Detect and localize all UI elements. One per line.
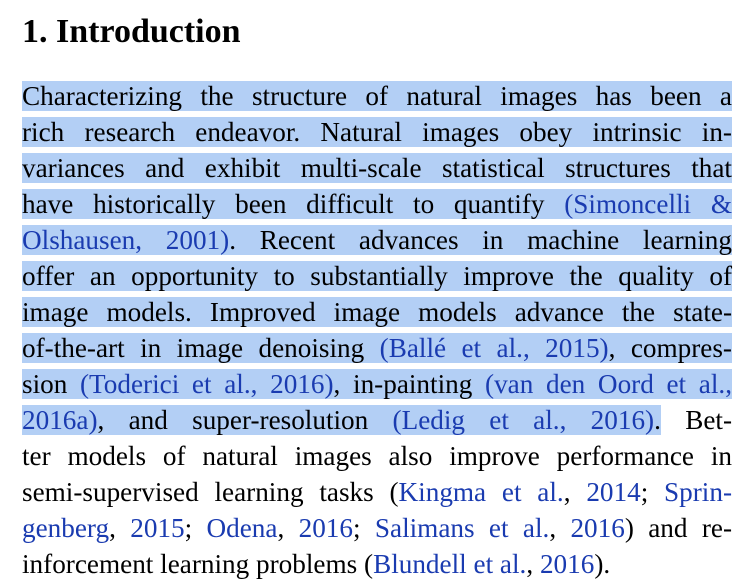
citation-link[interactable]: (van den Oord et al., [485, 369, 732, 399]
citation-link[interactable]: 2015 [130, 513, 185, 543]
text-line: ter models of natural images also improv… [22, 438, 732, 474]
text-segment: variances and exhibit multi-scale statis… [22, 153, 732, 183]
text-segment: , and super-resolution [97, 405, 393, 435]
citation-link[interactable]: (Toderici et al., 2016) [80, 369, 334, 399]
text-segment: image models. Improved image models adva… [22, 297, 732, 327]
text-segment: ) and re- [624, 513, 732, 543]
section-heading: 1. Introduction [22, 12, 241, 52]
section-number: 1. [22, 13, 48, 50]
text-segment: , [549, 513, 571, 543]
citation-link[interactable]: Sprin- [664, 477, 732, 507]
text-line: semi-supervised learning tasks (Kingma e… [22, 474, 732, 510]
text-segment: , [109, 513, 131, 543]
citation-link[interactable]: Olshausen, 2001) [22, 225, 230, 255]
text-segment: , [526, 549, 540, 579]
citation-link[interactable]: Salimans et al. [374, 513, 550, 543]
citation-link[interactable]: (Simoncelli & [564, 189, 732, 219]
text-line: variances and exhibit multi-scale statis… [22, 150, 732, 186]
section-title: Introduction [56, 13, 241, 50]
text-line: 2016a), and super-resolution (Ledig et a… [22, 402, 732, 438]
citation-link[interactable]: (Ledig et al., 2016) [392, 405, 655, 435]
text-line: Olshausen, 2001). Recent advances in mac… [22, 222, 732, 258]
introduction-paragraph: Characterizing the structure of natural … [22, 78, 732, 582]
citation-link[interactable]: Kingma et al. [398, 477, 564, 507]
citation-link[interactable]: Blundell et al. [373, 549, 527, 579]
text-line: offer an opportunity to substantially im… [22, 258, 732, 294]
citation-link[interactable]: (Ballé et al., 2015) [379, 333, 609, 363]
citation-link[interactable]: 2016 [298, 513, 353, 543]
citation-link[interactable]: 2016 [570, 513, 625, 543]
text-segment: semi-supervised learning tasks ( [22, 477, 399, 507]
text-segment: rich research endeavor. Natural images o… [22, 117, 732, 147]
text-segment: offer an opportunity to substantially im… [22, 261, 732, 291]
citation-link[interactable]: 2016 [539, 549, 595, 579]
text-segment: inforcement learning problems ( [22, 549, 374, 579]
text-line: genberg, 2015; Odena, 2016; Salimans et … [22, 510, 732, 546]
text-segment: ; [184, 513, 207, 543]
text-segment: of-the-art in image denoising [22, 333, 380, 363]
citation-link[interactable]: Odena [206, 513, 278, 543]
text-line: sion (Toderici et al., 2016), in-paintin… [22, 366, 732, 402]
text-segment: . [654, 405, 661, 435]
citation-link[interactable]: 2014 [586, 477, 641, 507]
text-segment: ). [594, 549, 611, 579]
text-line: Characterizing the structure of natural … [22, 78, 732, 114]
text-segment: , in-painting [333, 369, 486, 399]
text-segment: ; [352, 513, 375, 543]
text-segment: . Recent advances in machine learning [229, 225, 732, 255]
text-segment: , [277, 513, 299, 543]
text-line: inforcement learning problems (Blundell … [22, 546, 732, 582]
citation-link[interactable]: 2016a) [22, 405, 98, 435]
text-line: have historically been difficult to quan… [22, 186, 732, 222]
text-segment: , [563, 477, 587, 507]
text-line: image models. Improved image models adva… [22, 294, 732, 330]
text-segment: Bet- [660, 405, 732, 435]
text-line: rich research endeavor. Natural images o… [22, 114, 732, 150]
text-segment: have historically been difficult to quan… [22, 189, 565, 219]
text-segment: , compres- [608, 333, 732, 363]
text-segment: Characterizing the structure of natural … [22, 81, 732, 111]
text-segment: ter models of natural images also improv… [22, 441, 732, 471]
citation-link[interactable]: genberg [22, 513, 110, 543]
text-line: of-the-art in image denoising (Ballé et … [22, 330, 732, 366]
text-segment: ; [640, 477, 665, 507]
text-segment: sion [22, 369, 80, 399]
